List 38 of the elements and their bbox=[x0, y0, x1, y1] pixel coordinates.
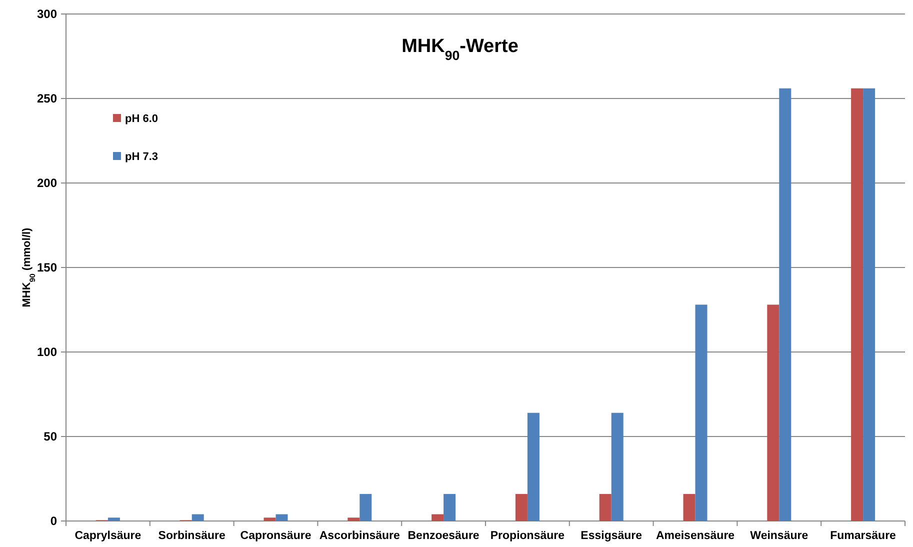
bar bbox=[276, 514, 288, 521]
bar bbox=[683, 494, 696, 521]
bar bbox=[527, 412, 540, 521]
x-tick-label: Ascorbinsäure bbox=[319, 530, 400, 542]
x-tick-label: Ameisensäure bbox=[656, 530, 735, 542]
x-tick-label: Capronsäure bbox=[240, 530, 312, 542]
y-tick-label: 150 bbox=[36, 260, 58, 275]
bar bbox=[779, 88, 792, 521]
x-tick-label: Caprylsäure bbox=[74, 530, 142, 542]
y-tick-label: 200 bbox=[36, 176, 58, 190]
y-tick-label: 50 bbox=[44, 430, 58, 444]
x-tick-label: Weinsäure bbox=[750, 530, 808, 542]
bar bbox=[360, 494, 372, 521]
x-tick-label: Fumarsäure bbox=[830, 530, 896, 542]
bar bbox=[108, 518, 120, 521]
bar bbox=[851, 88, 864, 521]
bar bbox=[192, 514, 204, 521]
y-tick-label: 250 bbox=[36, 92, 58, 106]
bar bbox=[348, 518, 360, 521]
legend-label: pH 7.3 bbox=[125, 150, 158, 163]
bar bbox=[515, 494, 528, 521]
x-tick-label: Propionsäure bbox=[490, 530, 565, 542]
bar bbox=[863, 88, 876, 521]
bar bbox=[611, 412, 624, 521]
bar bbox=[432, 514, 444, 521]
x-tick-label: Sorbinsäure bbox=[158, 530, 226, 542]
bar bbox=[599, 494, 612, 521]
legend-label: pH 6.0 bbox=[125, 112, 158, 125]
x-tick-label: Essigsäure bbox=[580, 530, 642, 542]
y-tick-label: 0 bbox=[50, 514, 58, 528]
y-tick-label: 300 bbox=[36, 7, 58, 22]
bar bbox=[444, 494, 456, 521]
x-tick-label: Benzoesäure bbox=[408, 530, 480, 542]
text: MHK$_{90}$-Werte bbox=[402, 36, 518, 62]
y-tick-label: 100 bbox=[36, 345, 58, 360]
bar bbox=[264, 518, 276, 521]
bar bbox=[767, 304, 780, 521]
bar bbox=[695, 304, 708, 521]
